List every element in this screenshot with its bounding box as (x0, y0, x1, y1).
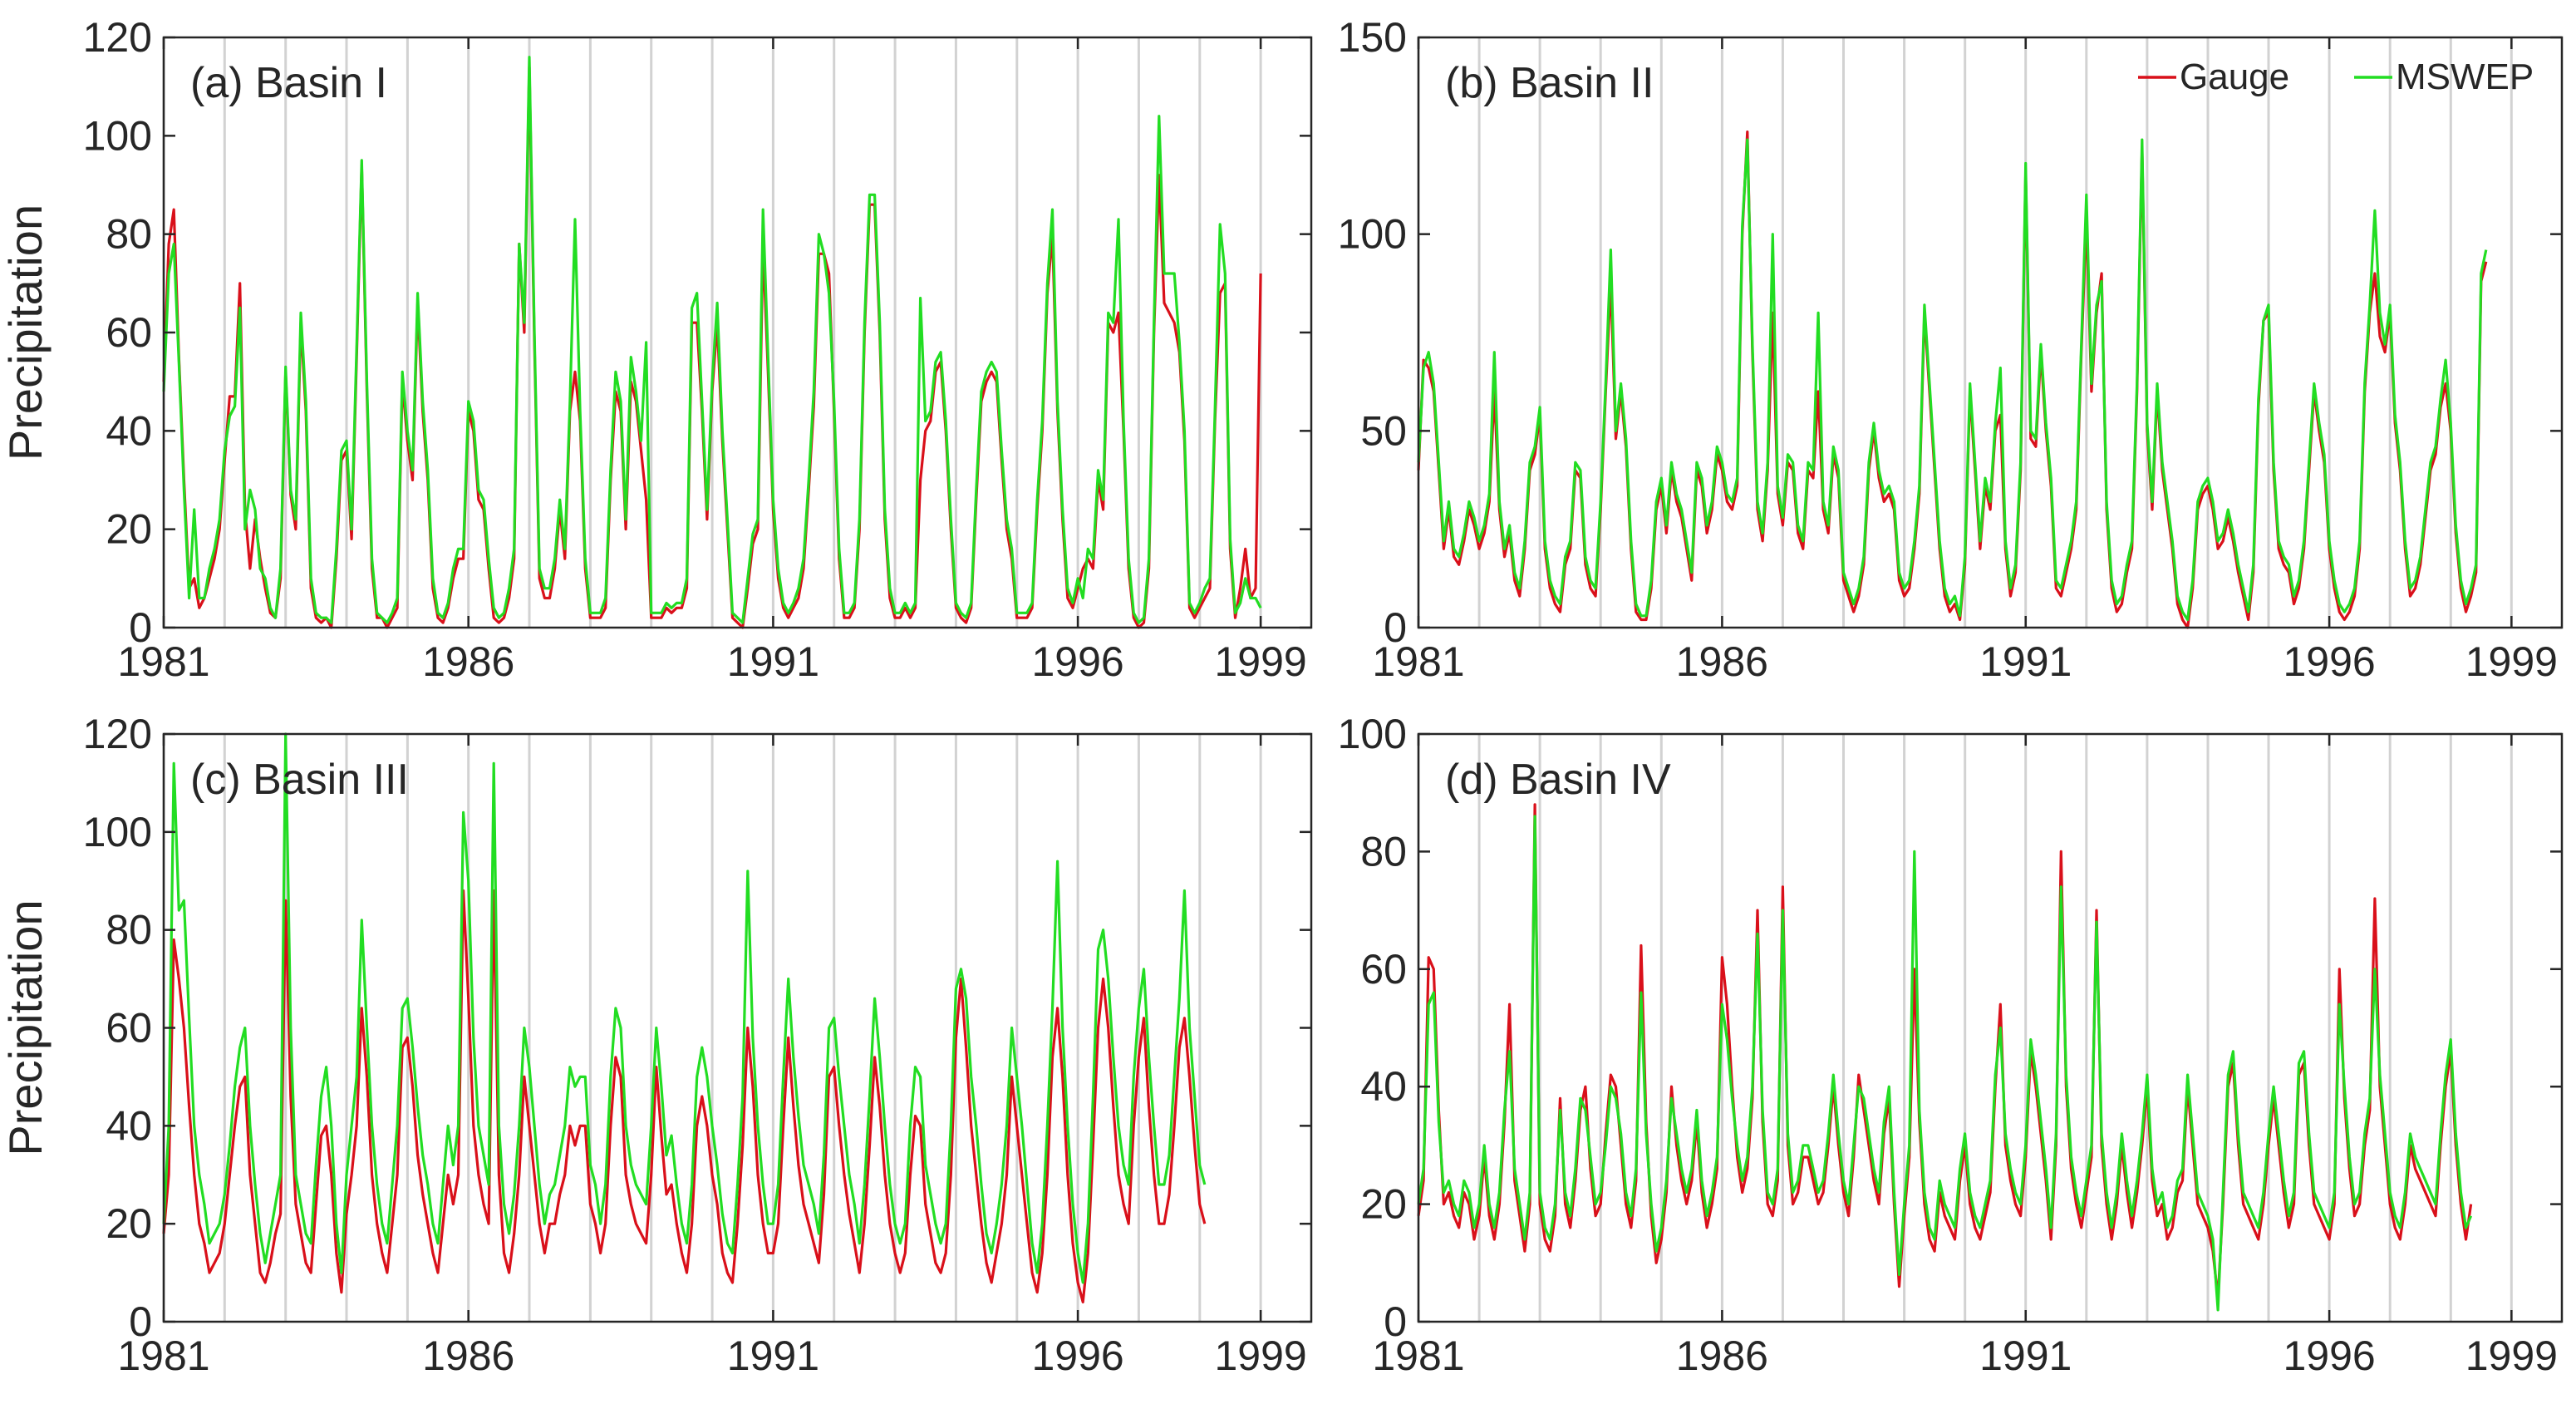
y-tick-label: 60 (106, 1005, 152, 1052)
y-axis-label-basin-3: Precipitation (0, 899, 52, 1155)
grid-basin-1 (162, 37, 1262, 628)
panel-title-basin-3: (c) Basin III (190, 756, 409, 804)
y-tick-label: 50 (1360, 407, 1407, 454)
axes-frame-basin-2 (1417, 36, 2564, 629)
series-lines-basin-2 (1417, 131, 2488, 629)
y-tick-label: 20 (1360, 1181, 1407, 1228)
x-tick-label: 1986 (422, 638, 514, 685)
x-ticks-basin-4: 1981 1986 1991 1996 1999 (1372, 734, 2558, 1379)
x-tick-label: 1999 (1215, 638, 1307, 685)
y-tick-label: 60 (106, 309, 152, 356)
x-tick-label: 1999 (1215, 1333, 1307, 1379)
x-tick-label: 1991 (727, 1333, 819, 1379)
axes-frame-basin-4 (1417, 732, 2564, 1323)
y-ticks-basin-1: 0 20 40 60 80 100 120 (83, 14, 1311, 651)
y-tick-label: 40 (1360, 1063, 1407, 1110)
series-gauge (162, 889, 1207, 1304)
x-tick-label: 1999 (2465, 1333, 2558, 1379)
x-tick-label: 1996 (1031, 1333, 1123, 1379)
x-tick-label: 1991 (727, 638, 819, 685)
y-tick-label: 0 (1384, 1298, 1407, 1345)
y-tick-label: 100 (1338, 211, 1407, 258)
x-tick-label: 1996 (2283, 1333, 2376, 1379)
y-tick-label: 80 (1360, 828, 1407, 874)
panel-basin-2: 0 50 100 150 1981 1986 1991 1996 1999 (b) Basin… (1338, 14, 2564, 685)
x-tick-label: 1996 (2283, 638, 2376, 685)
series-mswep (1417, 815, 2473, 1312)
y-tick-label: 120 (83, 711, 152, 757)
x-tick-label: 1986 (1676, 638, 1768, 685)
y-tick-label: 60 (1360, 946, 1407, 993)
y-tick-label: 0 (1384, 604, 1407, 651)
x-ticks-basin-3: 1981 1986 1991 1996 1999 (117, 734, 1307, 1379)
x-tick-label: 1981 (1372, 638, 1464, 685)
y-tick-label: 20 (106, 506, 152, 553)
x-tick-label: 1991 (1979, 638, 2072, 685)
legend-label-gauge: Gauge (2180, 57, 2289, 97)
series-lines-basin-1 (162, 56, 1262, 629)
y-tick-label: 120 (83, 14, 152, 61)
y-tick-label: 0 (129, 1298, 152, 1345)
y-tick-label: 80 (106, 211, 152, 258)
x-tick-label: 1986 (1676, 1333, 1768, 1379)
x-tick-label: 1999 (2465, 638, 2558, 685)
y-tick-label: 80 (106, 907, 152, 953)
y-tick-label: 150 (1338, 14, 1407, 61)
y-tick-label: 100 (1338, 711, 1407, 757)
series-lines-basin-3 (162, 732, 1207, 1304)
x-tick-label: 1986 (422, 1333, 514, 1379)
y-tick-label: 20 (106, 1200, 152, 1247)
y-tick-label: 100 (83, 809, 152, 855)
series-mswep (162, 732, 1207, 1284)
panel-title-basin-1: (a) Basin I (190, 59, 387, 107)
series-mswep (1417, 138, 2488, 622)
series-lines-basin-4 (1417, 803, 2473, 1312)
y-ticks-basin-3: 0 20 40 60 80 100 120 (83, 711, 1311, 1345)
panel-title-basin-2: (b) Basin II (1445, 59, 1654, 107)
x-tick-label: 1981 (117, 638, 209, 685)
y-tick-label: 40 (106, 1102, 152, 1149)
y-axis-label-basin-1: Precipitation (0, 204, 52, 461)
x-tick-label: 1996 (1031, 638, 1123, 685)
x-ticks-basin-2: 1981 1986 1991 1996 1999 (1372, 37, 2558, 685)
series-mswep (162, 56, 1262, 624)
y-tick-label: 0 (129, 604, 152, 651)
x-tick-label: 1981 (117, 1333, 209, 1379)
panel-basin-4: 0 20 40 60 80 100 1981 1986 1991 1996 1999 (d) Ba… (1338, 711, 2564, 1379)
panel-basin-3: 0 20 40 60 80 100 120 1981 1986 1991 1996 1999 (c)… (0, 711, 1313, 1379)
y-ticks-basin-4: 0 20 40 60 80 100 (1338, 711, 2562, 1345)
y-tick-label: 100 (83, 112, 152, 159)
x-tick-label: 1981 (1372, 1333, 1464, 1379)
y-tick-label: 40 (106, 407, 152, 454)
panel-basin-1: 0 20 40 60 80 100 120 1981 1986 1991 1996 1999 (a)… (0, 14, 1313, 685)
x-tick-label: 1991 (1979, 1333, 2072, 1379)
y-ticks-basin-2: 0 50 100 150 (1338, 14, 2562, 651)
x-ticks-basin-1: 1981 1986 1991 1996 1999 (117, 37, 1307, 685)
legend-label-mswep: MSWEP (2396, 57, 2534, 97)
legend: Gauge MSWEP (2138, 57, 2534, 97)
panel-title-basin-4: (d) Basin IV (1445, 756, 1671, 804)
